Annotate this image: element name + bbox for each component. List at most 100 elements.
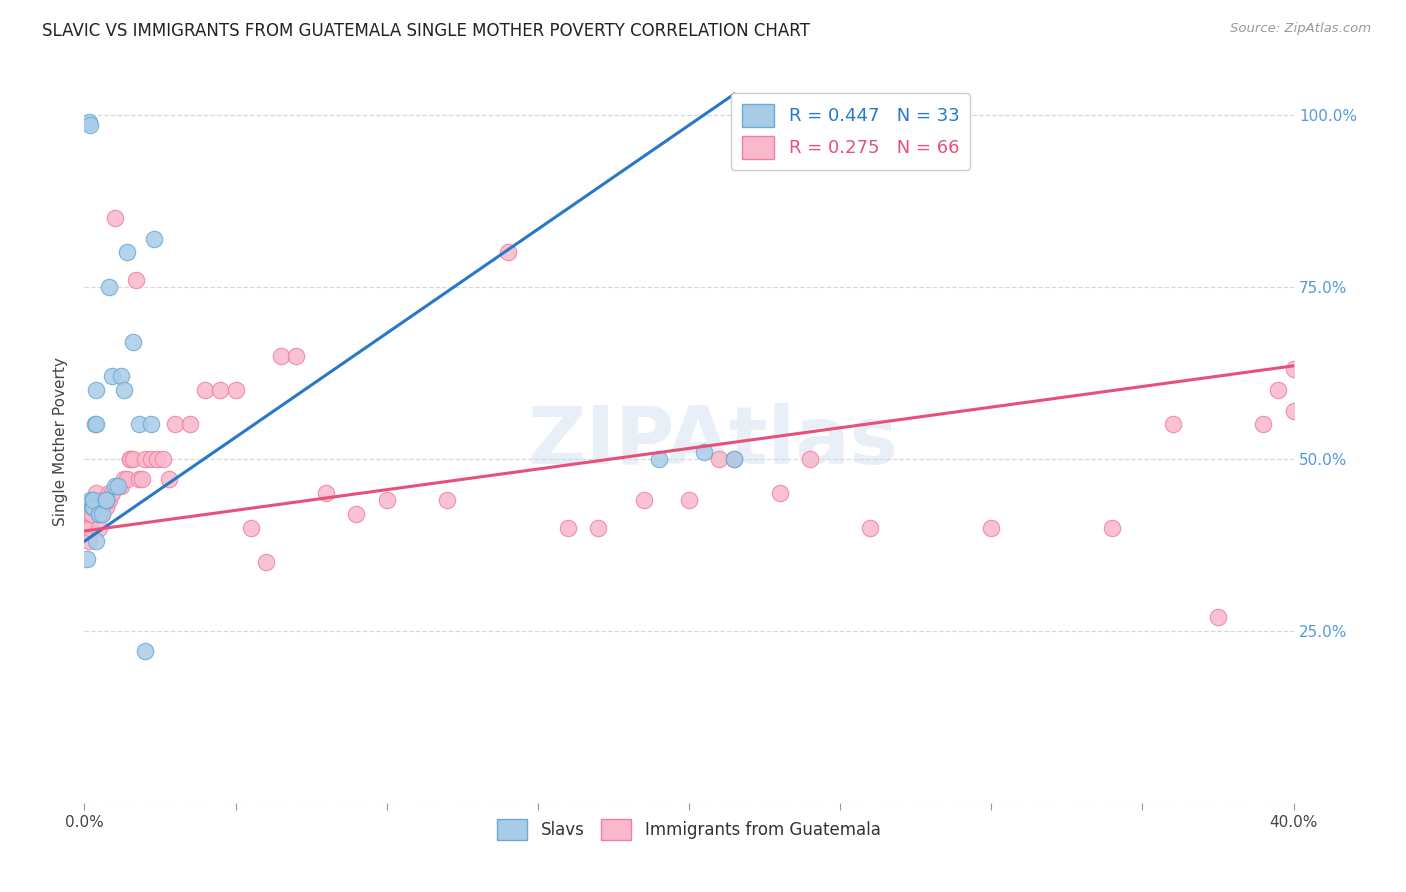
Point <box>254 555 277 569</box>
Point <box>76 551 98 566</box>
Point <box>97 486 120 500</box>
Point <box>709 451 731 466</box>
Point <box>79 507 101 521</box>
Point <box>86 417 108 432</box>
Point <box>94 500 117 514</box>
Point <box>94 493 117 508</box>
Point <box>209 383 232 397</box>
Point <box>115 472 138 486</box>
Text: Source: ZipAtlas.com: Source: ZipAtlas.com <box>1230 22 1371 36</box>
Point <box>315 486 337 500</box>
Point <box>110 369 132 384</box>
Point <box>86 500 108 514</box>
Point <box>89 520 111 534</box>
Point <box>82 500 104 514</box>
Point <box>121 334 143 349</box>
Point <box>91 493 114 508</box>
Point <box>134 644 156 658</box>
Point <box>89 500 111 514</box>
Point <box>693 445 716 459</box>
Point <box>1253 417 1275 432</box>
Point <box>1206 610 1229 624</box>
Point <box>723 451 745 466</box>
Point <box>86 534 108 549</box>
Point <box>146 451 169 466</box>
Point <box>84 417 107 432</box>
Point <box>89 507 111 521</box>
Point <box>139 417 162 432</box>
Point <box>107 479 129 493</box>
Point <box>1161 417 1184 432</box>
Point <box>799 451 821 466</box>
Point <box>239 520 262 534</box>
Point <box>91 507 114 521</box>
Point <box>346 507 368 521</box>
Point <box>678 493 700 508</box>
Point <box>179 417 201 432</box>
Point <box>94 493 117 508</box>
Point <box>270 349 292 363</box>
Point <box>859 520 882 534</box>
Point <box>76 520 98 534</box>
Point <box>152 451 174 466</box>
Point <box>94 493 117 508</box>
Point <box>104 479 127 493</box>
Point <box>100 486 122 500</box>
Point <box>125 273 148 287</box>
Point <box>588 520 610 534</box>
Point <box>89 507 111 521</box>
Point <box>980 520 1002 534</box>
Point <box>97 493 120 508</box>
Point <box>112 472 135 486</box>
Point <box>285 349 308 363</box>
Point <box>77 534 100 549</box>
Point <box>79 520 101 534</box>
Point <box>1282 362 1305 376</box>
Point <box>557 520 579 534</box>
Point <box>97 279 120 293</box>
Point <box>1282 403 1305 417</box>
Point <box>648 451 671 466</box>
Point <box>118 451 141 466</box>
Point <box>194 383 217 397</box>
Point <box>80 500 103 514</box>
Point <box>110 479 132 493</box>
Point <box>115 245 138 260</box>
Point <box>142 231 165 245</box>
Point <box>633 493 655 508</box>
Point <box>769 486 792 500</box>
Point <box>1267 383 1289 397</box>
Point <box>165 417 187 432</box>
Legend: Slavs, Immigrants from Guatemala: Slavs, Immigrants from Guatemala <box>489 811 889 848</box>
Point <box>496 245 519 260</box>
Point <box>1101 520 1123 534</box>
Point <box>131 472 153 486</box>
Point <box>77 114 100 128</box>
Text: ZIPAtlas: ZIPAtlas <box>527 402 898 481</box>
Point <box>375 493 398 508</box>
Point <box>91 507 114 521</box>
Point <box>79 493 101 508</box>
Point <box>104 211 127 225</box>
Point <box>121 451 143 466</box>
Point <box>134 451 156 466</box>
Point <box>79 496 101 510</box>
Point <box>80 507 103 521</box>
Y-axis label: Single Mother Poverty: Single Mother Poverty <box>53 357 69 526</box>
Point <box>723 451 745 466</box>
Point <box>128 472 150 486</box>
Point <box>118 451 141 466</box>
Point <box>94 493 117 508</box>
Point <box>86 383 108 397</box>
Point <box>128 417 150 432</box>
Text: SLAVIC VS IMMIGRANTS FROM GUATEMALA SINGLE MOTHER POVERTY CORRELATION CHART: SLAVIC VS IMMIGRANTS FROM GUATEMALA SING… <box>42 22 810 40</box>
Point <box>86 486 108 500</box>
Point <box>82 493 104 508</box>
Point <box>79 118 101 132</box>
Point <box>100 369 122 384</box>
Point <box>436 493 458 508</box>
Point <box>225 383 247 397</box>
Point <box>139 451 162 466</box>
Point <box>82 500 104 514</box>
Point <box>82 493 104 508</box>
